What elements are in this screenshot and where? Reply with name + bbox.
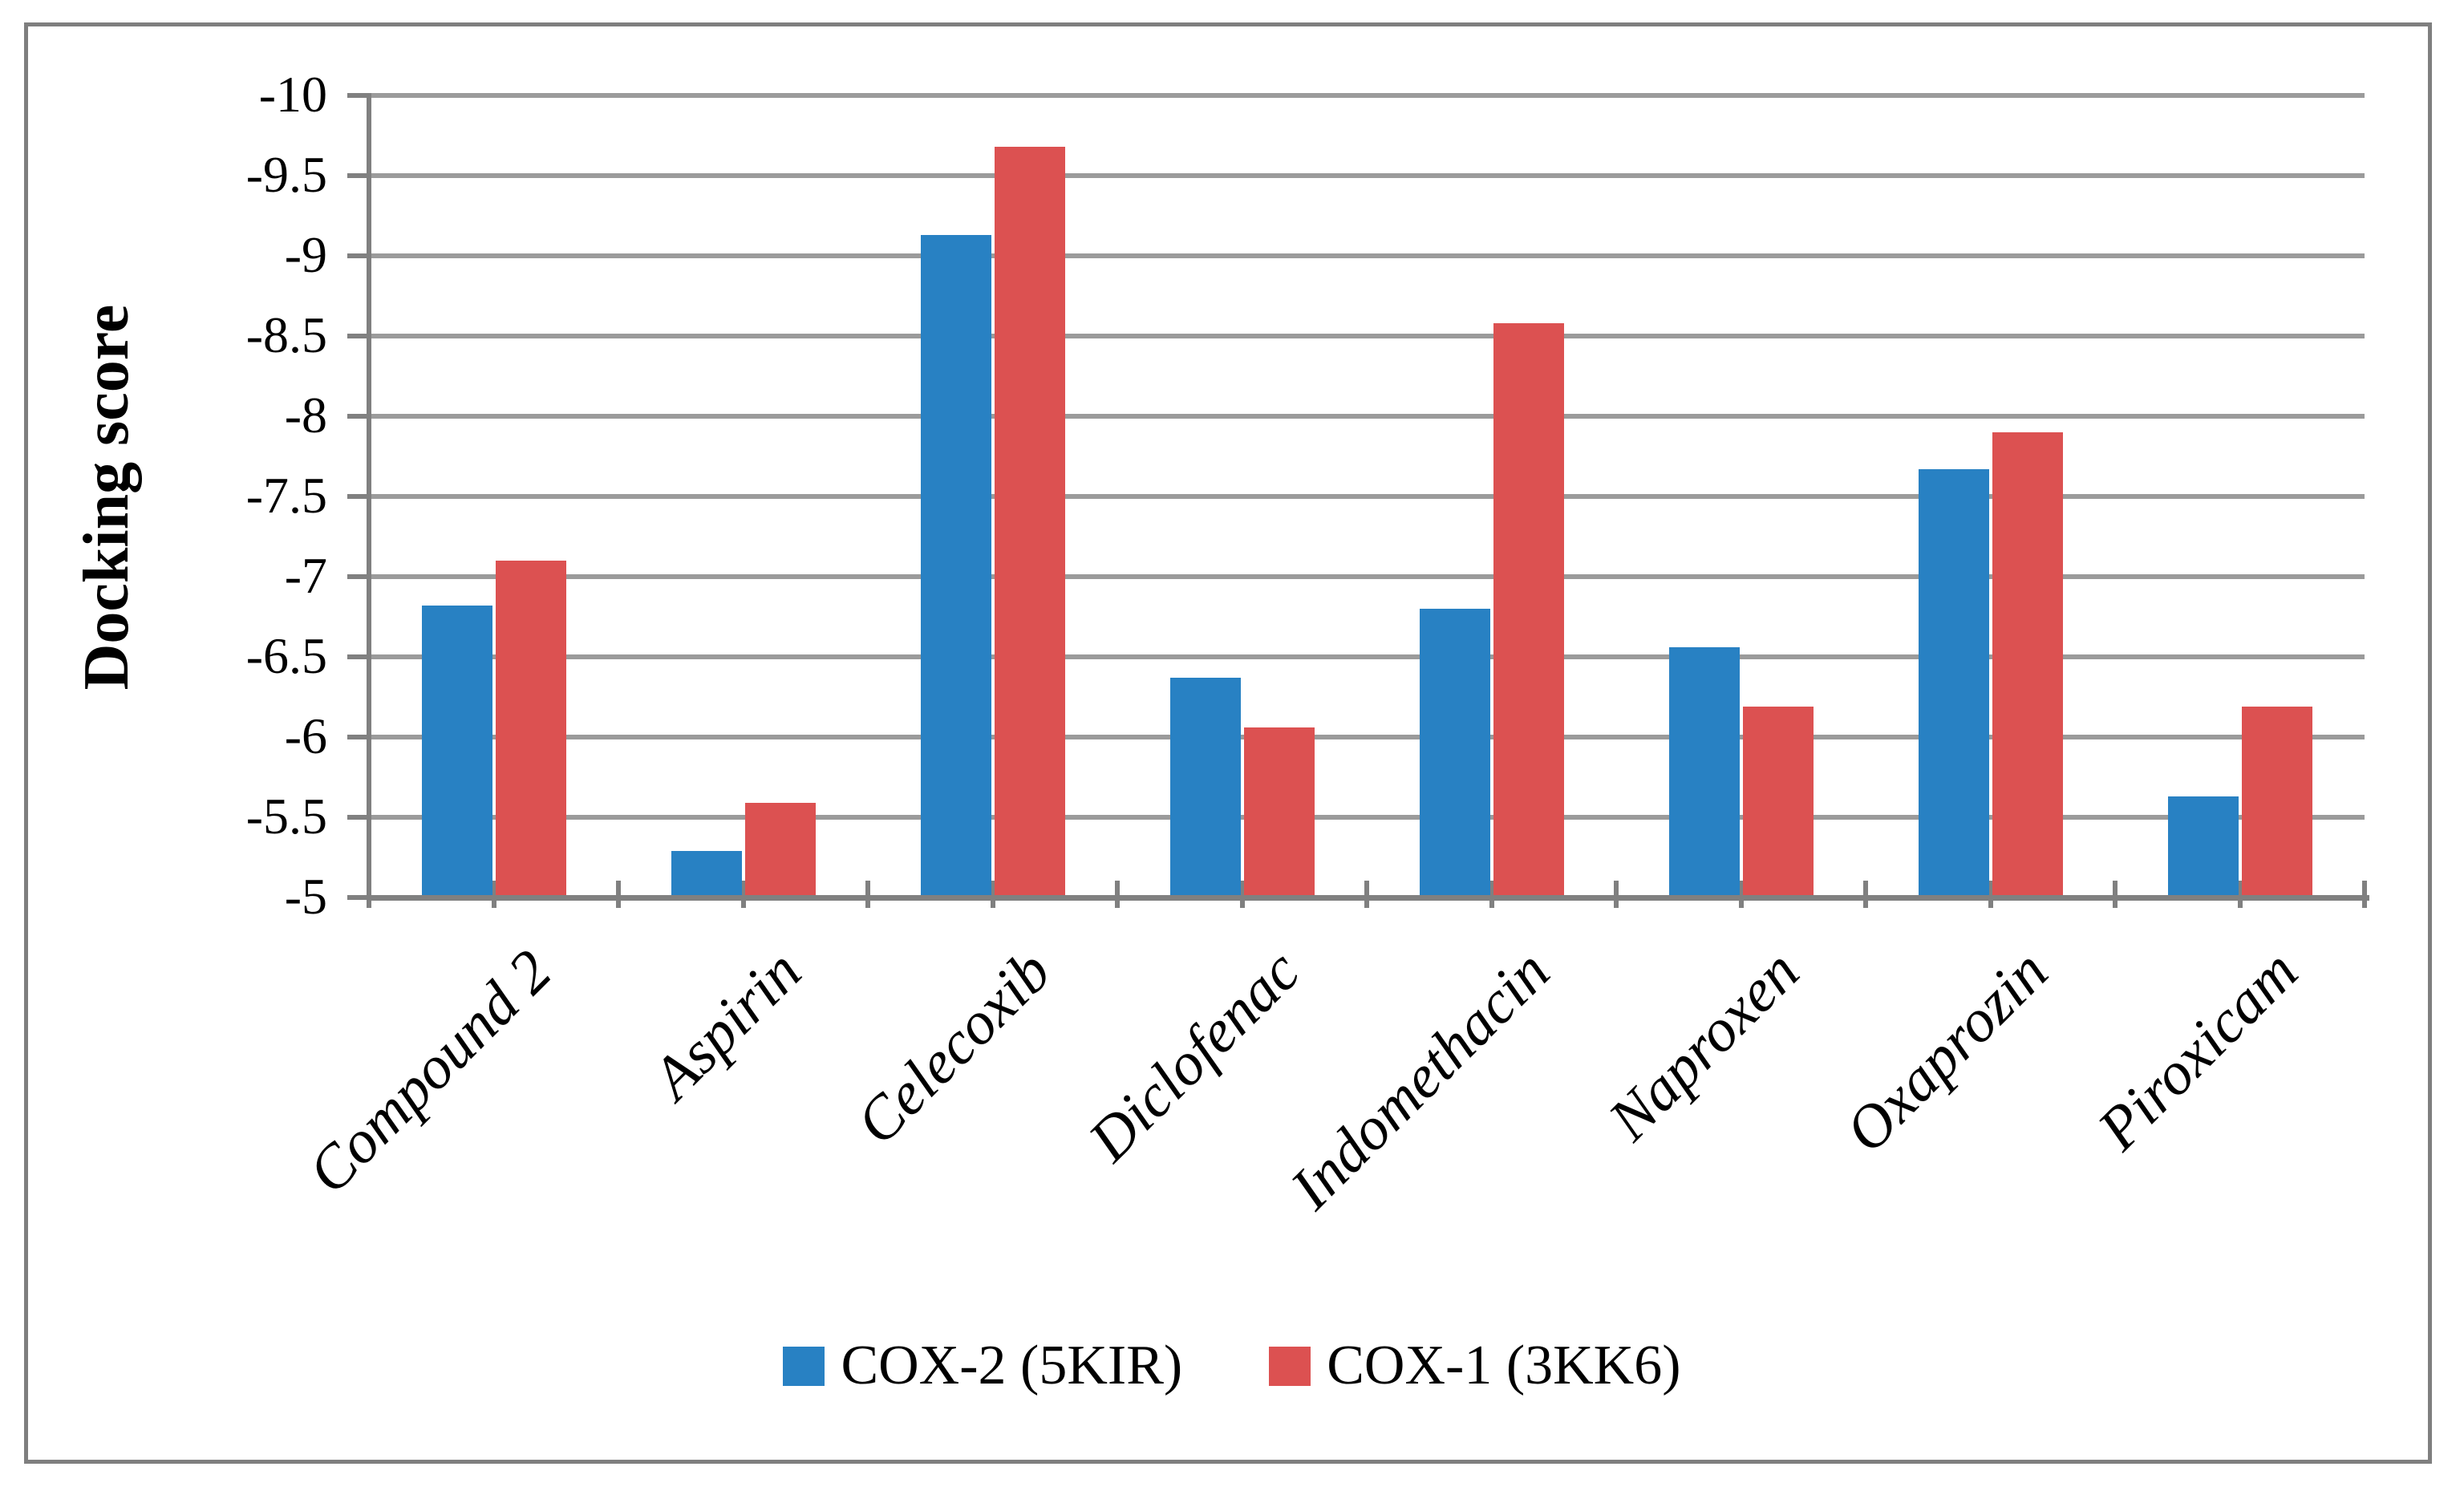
bar-cox1-indomethacin [1493,323,1564,895]
bar-cox2-compound-2 [421,606,492,895]
y-tick-label--9: -9 [284,226,327,283]
gridline--6 [369,735,2365,739]
y-tick-label--6: -6 [284,707,327,764]
y-axis-title: Docking score [71,304,142,691]
x-axis-tick-2 [616,881,621,908]
bar-cox1-naproxen [1742,707,1814,895]
y-axis-tick--7 [347,574,368,579]
x-axis-tick-15 [2237,881,2243,908]
y-axis-tick--5 [347,895,368,900]
bar-cox2-oxaprozin [1918,469,1989,895]
y-tick-label--10: -10 [258,66,327,123]
y-axis-tick--10 [347,93,368,98]
bar-cox2-celecoxib [920,235,991,895]
y-tick-label--5: -5 [284,868,327,925]
x-axis-tick-12 [1863,881,1868,908]
bar-cox1-celecoxib [994,147,1065,895]
x-axis-tick-16 [2362,881,2367,908]
gridline--7 [369,574,2365,579]
x-axis-tick-7 [1239,881,1245,908]
y-tick-label--8.5: -8.5 [245,306,327,363]
legend-label-cox1: COX-1 (3KK6) [1327,1335,1681,1396]
bar-cox2-diclofenac [1169,678,1241,895]
gridline--8.5 [369,334,2365,338]
bar-cox1-compound-2 [495,561,566,895]
x-axis-tick-8 [1364,881,1369,908]
x-axis-line [367,895,2369,901]
y-axis-tick--8 [347,414,368,419]
y-axis-tick--8.5 [347,334,368,338]
y-tick-label--8: -8 [284,387,327,444]
y-tick-label--7: -7 [284,547,327,604]
gridline--5.5 [369,815,2365,820]
gridline--9 [369,253,2365,258]
y-axis-tick--7.5 [347,494,368,499]
legend: COX-2 (5KIR) COX-1 (3KK6) [0,1330,2464,1402]
y-axis-tick--9 [347,253,368,258]
y-tick-label--5.5: -5.5 [245,788,327,845]
y-axis-tick--6 [347,735,368,739]
x-axis-tick-5 [990,881,995,908]
gridline--6.5 [369,654,2365,659]
x-axis-tick-13 [1988,881,1993,908]
legend-swatch-cox2 [783,1346,825,1386]
x-axis-tick-6 [1115,881,1120,908]
x-axis-tick-10 [1614,881,1619,908]
gridline--7.5 [369,494,2365,499]
bar-cox1-piroxicam [2241,707,2312,895]
y-tick-label--9.5: -9.5 [245,146,327,203]
x-axis-tick-11 [1738,881,1744,908]
x-axis-tick-1 [491,881,496,908]
gridline--10 [369,93,2365,98]
bar-cox2-aspirin [671,851,742,895]
y-tick-label--7.5: -7.5 [245,467,327,524]
legend-label-cox2: COX-2 (5KIR) [841,1335,1183,1396]
legend-item-cox2: COX-2 (5KIR) [783,1336,1182,1396]
y-axis-line [367,93,371,906]
x-axis-tick-3 [740,881,746,908]
bar-cox2-indomethacin [1419,609,1490,895]
legend-swatch-cox1 [1269,1346,1311,1386]
x-axis-tick-4 [865,881,870,908]
x-axis-tick-14 [2113,881,2118,908]
y-axis-tick--5.5 [347,815,368,820]
y-tick-label--6.5: -6.5 [245,627,327,684]
bar-cox1-aspirin [744,803,816,895]
bar-cox2-naproxen [1668,647,1740,895]
y-axis-tick--9.5 [347,173,368,178]
bar-cox1-oxaprozin [1992,432,2063,895]
gridline--9.5 [369,173,2365,178]
y-axis-tick--6.5 [347,654,368,659]
bar-cox1-diclofenac [1243,727,1315,895]
bar-cox2-piroxicam [2167,796,2239,895]
x-axis-tick-9 [1489,881,1494,908]
legend-item-cox1: COX-1 (3KK6) [1269,1335,1681,1396]
gridline--8 [369,414,2365,419]
